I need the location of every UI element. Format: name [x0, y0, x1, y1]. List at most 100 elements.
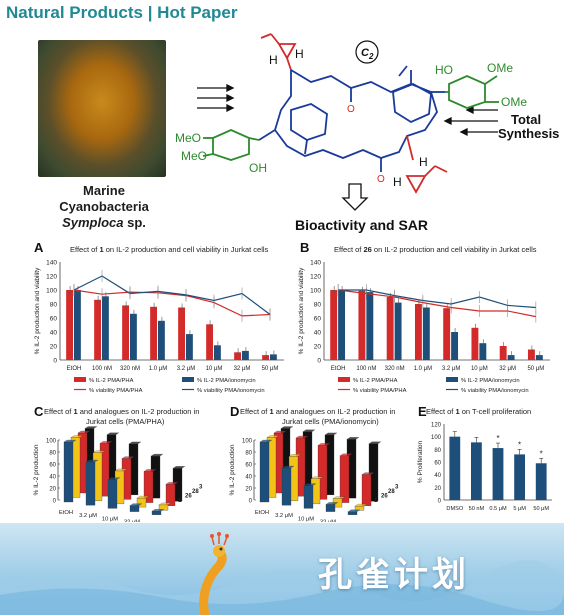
bar-3d — [347, 511, 358, 515]
bar-3d-top — [317, 443, 331, 446]
panel-label-e: E — [418, 404, 427, 419]
y-tick-label: 80 — [434, 448, 441, 454]
y-axis-label: % Proliferation — [417, 440, 424, 483]
x-tick-label: EtOH — [59, 510, 73, 516]
y-tick-label: 0 — [438, 499, 442, 505]
bar — [527, 349, 535, 360]
x-tick-label: 10 μM — [206, 366, 223, 372]
chart-title-pre: Effect of — [44, 407, 73, 416]
legend-entry: % viability PMA/ionomycin — [461, 388, 529, 394]
legend-swatch — [182, 377, 194, 382]
x-tick-label: 3.2 μM — [177, 366, 195, 372]
isolation-arrows-icon — [197, 83, 235, 113]
bar-3d — [361, 474, 372, 506]
y-tick-label: 60 — [50, 316, 58, 323]
bar — [150, 306, 157, 360]
x-tick-label: EtOH — [67, 366, 82, 372]
o-label-2: O — [377, 174, 385, 185]
series-depth-label: 1 — [178, 498, 182, 504]
synthesis-arrows-icon — [443, 105, 498, 137]
bar-3d-top — [347, 509, 361, 512]
legend-swatch — [446, 377, 458, 382]
chart-a: Effect of 1 on IL-2 production and cell … — [34, 245, 284, 394]
chart-e: Effect of 1 on T-cell proliferation 0 20 40… — [417, 407, 552, 512]
series-line — [338, 289, 536, 309]
o-label-1: O — [347, 104, 355, 115]
bar-3d-top — [172, 466, 186, 469]
bar-3d — [259, 441, 270, 503]
chart-b: Effect of 26 on IL-2 production and cell… — [298, 245, 550, 394]
bar-3d-top — [281, 465, 295, 469]
ome-label-right-1: OMe — [487, 61, 513, 75]
series-depth-label: 26 — [185, 494, 192, 500]
bar-3d — [85, 461, 96, 506]
bar-3d-top — [165, 482, 179, 485]
x-tick-label: 3.2 μM — [79, 513, 97, 519]
bar-3d-top — [158, 502, 172, 506]
bar-3d-top — [361, 472, 375, 475]
x-tick-label: EtOH — [255, 510, 269, 516]
bar-3d-top — [85, 459, 99, 463]
photo-caption: Marine Cyanobacteria Symploca sp. — [35, 183, 173, 231]
bar — [206, 324, 213, 360]
bar — [122, 305, 129, 360]
y-tick-label: 80 — [49, 451, 56, 457]
bar-3d-top — [259, 439, 273, 443]
bar — [507, 355, 515, 360]
bar — [499, 346, 507, 360]
y-axis-label: % IL-2 production — [229, 444, 236, 495]
chart-title-bold: 26 — [363, 245, 371, 254]
h-label-bottom: H — [393, 175, 402, 189]
y-tick-label: 140 — [310, 260, 321, 267]
bar-3d-top — [332, 496, 346, 499]
bar — [451, 332, 459, 360]
bar — [94, 299, 101, 360]
bar-3d-top — [92, 450, 106, 453]
legend-entry: % IL-2 PMA/ionomycin — [461, 378, 520, 384]
x-tick-label: 50 nM — [469, 506, 485, 512]
y-tick-label: 100 — [46, 439, 57, 445]
bar — [234, 352, 241, 360]
y-tick-label: 40 — [50, 330, 58, 337]
footer-banner: 孔雀计划 — [0, 523, 564, 615]
x-tick-label: 320 nM — [120, 366, 140, 372]
x-tick-label: 32 μM — [234, 366, 251, 372]
y-tick-label: 20 — [314, 344, 322, 351]
legend-swatch — [338, 377, 350, 382]
caption-line-2: Cyanobacteria — [59, 199, 149, 214]
y-tick-label: 80 — [50, 302, 58, 309]
bar — [535, 463, 547, 500]
bar-3d-top — [346, 437, 360, 440]
series-line — [73, 275, 271, 315]
panel-label-d: D — [230, 404, 240, 419]
bar-3d-top — [303, 483, 317, 486]
banner-text: 孔雀计划 — [318, 555, 470, 595]
bar-3d-top — [143, 469, 157, 472]
x-tick-label: 50 μM — [262, 366, 279, 372]
bar — [514, 454, 525, 500]
ome-label-right-2: OMe — [501, 95, 527, 109]
x-tick-label: 50 μM — [527, 366, 544, 372]
chart-title-post: on IL-2 production and cell viability in… — [372, 245, 537, 254]
bar — [186, 334, 193, 360]
bar — [214, 345, 221, 360]
bar-3d-top — [151, 509, 165, 512]
y-tick-label: 60 — [49, 463, 56, 469]
h-label-top: H — [295, 47, 304, 61]
x-tick-label: 32 μM — [499, 366, 516, 372]
bar-3d — [63, 441, 74, 503]
bar — [178, 307, 185, 360]
y-axis-label: % IL-2 production and viability — [34, 267, 41, 354]
bar — [414, 304, 422, 360]
y-tick-label: 0 — [249, 499, 253, 505]
significance-marker: * — [496, 434, 499, 443]
y-tick-label: 40 — [314, 330, 322, 337]
y-tick-label: 20 — [50, 344, 58, 351]
y-axis-label: % IL-2 production and viability — [298, 267, 305, 354]
bar-3d-top — [136, 495, 150, 499]
caption-genus: Symploca — [62, 215, 124, 230]
bar-3d-top — [70, 435, 84, 438]
chart-title-pre: Effect of — [334, 245, 363, 254]
bioactivity-label: Bioactivity and SAR — [295, 217, 428, 233]
bar — [270, 354, 277, 360]
